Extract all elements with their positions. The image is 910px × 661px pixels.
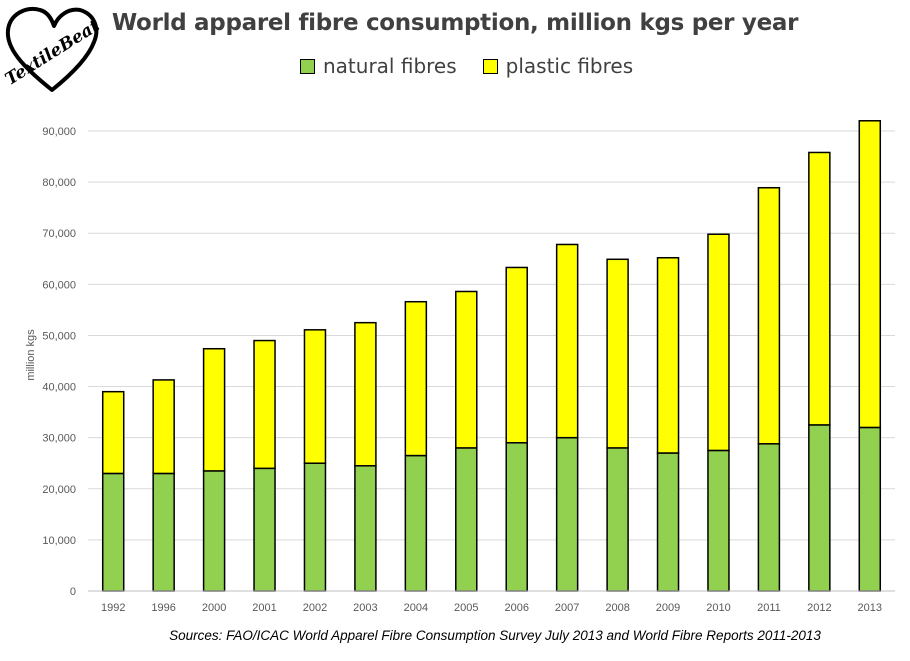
x-tick-label: 2009 bbox=[656, 602, 680, 614]
y-tick-label: 10,000 bbox=[42, 535, 76, 547]
legend-item-natural-fibres: natural fibres bbox=[300, 54, 457, 78]
legend-swatch-plastic-fibres bbox=[482, 58, 498, 74]
bar-plastic-2001 bbox=[253, 339, 276, 470]
legend: natural fibres plastic fibres bbox=[300, 54, 659, 78]
bar-plastic-2011 bbox=[757, 186, 781, 445]
bar-plastic-2013 bbox=[858, 120, 882, 429]
bar-plastic-2006 bbox=[505, 266, 528, 444]
bar-natural-2000 bbox=[202, 470, 226, 592]
x-tick-label: 2011 bbox=[757, 602, 781, 614]
logo-heart-icon: TextileBeat bbox=[2, 2, 103, 103]
x-tick-label: 2002 bbox=[303, 602, 327, 614]
bar-natural-2011 bbox=[757, 443, 781, 592]
bar-natural-2006 bbox=[505, 442, 528, 592]
legend-swatch-natural-fibres bbox=[300, 58, 315, 74]
x-tick-label: 2007 bbox=[555, 602, 579, 614]
x-tick-label: 2003 bbox=[353, 602, 377, 614]
y-axis-label: million kgs bbox=[25, 329, 37, 381]
x-tick-label: 2005 bbox=[454, 602, 478, 614]
bar-plastic-2008 bbox=[606, 258, 629, 449]
bar-plastic-2010 bbox=[707, 233, 730, 452]
source-note: Sources: FAO/ICAC World Apparel Fibre Co… bbox=[169, 628, 821, 643]
y-tick-label: 60,000 bbox=[42, 279, 76, 291]
x-tick-label: 2001 bbox=[252, 602, 276, 614]
bar-plastic-2007 bbox=[555, 243, 579, 439]
y-tick-label: 90,000 bbox=[42, 126, 76, 138]
x-tick-label: 2006 bbox=[504, 602, 528, 614]
y-tick-label: 20,000 bbox=[42, 484, 76, 496]
bar-natural-2013 bbox=[858, 426, 882, 592]
bar-plastic-2005 bbox=[455, 290, 478, 449]
y-tick-label: 50,000 bbox=[42, 330, 76, 342]
bar-natural-2012 bbox=[808, 424, 831, 592]
bar-plastic-2004 bbox=[404, 300, 428, 457]
x-tick-label: 1996 bbox=[151, 602, 175, 614]
legend-label-natural-fibres: natural fibres bbox=[323, 54, 457, 78]
bar-natural-2010 bbox=[707, 449, 730, 592]
bar-natural-2009 bbox=[656, 452, 680, 592]
bar-plastic-2012 bbox=[808, 151, 831, 426]
x-tick-label: 2008 bbox=[605, 602, 629, 614]
x-tick-label: 2000 bbox=[202, 602, 226, 614]
chart-title: World apparel fibre consumption, million… bbox=[111, 10, 799, 36]
legend-item-plastic-fibres: plastic fibres bbox=[482, 54, 634, 78]
bar-plastic-1996 bbox=[152, 379, 175, 475]
bar-plastic-2003 bbox=[354, 321, 377, 467]
bar-natural-2004 bbox=[404, 454, 428, 592]
legend-label-plastic-fibres: plastic fibres bbox=[505, 54, 634, 78]
bar-natural-2003 bbox=[354, 465, 377, 592]
bar-natural-2007 bbox=[555, 436, 579, 592]
y-tick-label: 40,000 bbox=[42, 382, 76, 394]
y-tick-label: 30,000 bbox=[42, 433, 76, 445]
x-tick-label: 2010 bbox=[706, 602, 730, 614]
y-tick-label: 0 bbox=[70, 586, 76, 598]
bar-natural-1996 bbox=[152, 472, 175, 592]
y-tick-label: 80,000 bbox=[42, 177, 76, 189]
bar-natural-2008 bbox=[606, 447, 629, 592]
x-tick-label: 2004 bbox=[404, 602, 428, 614]
bar-plastic-1992 bbox=[101, 390, 125, 475]
axes: 0 10,000 20,000 30,000 40,000 50,000 60,000 70,… bbox=[42, 126, 895, 614]
y-tick-label: 70,000 bbox=[42, 228, 76, 240]
x-tick-label: 1992 bbox=[101, 602, 125, 614]
bar-natural-2001 bbox=[253, 467, 276, 592]
x-tick-label: 2012 bbox=[807, 602, 831, 614]
bar-natural-1992 bbox=[101, 472, 125, 592]
bars bbox=[101, 120, 882, 592]
bar-plastic-2009 bbox=[656, 257, 680, 454]
bar-plastic-2002 bbox=[303, 329, 327, 464]
bar-natural-2002 bbox=[303, 462, 327, 592]
x-tick-label: 2013 bbox=[858, 602, 882, 614]
bar-plastic-2000 bbox=[202, 347, 226, 472]
bar-natural-2005 bbox=[455, 447, 478, 592]
